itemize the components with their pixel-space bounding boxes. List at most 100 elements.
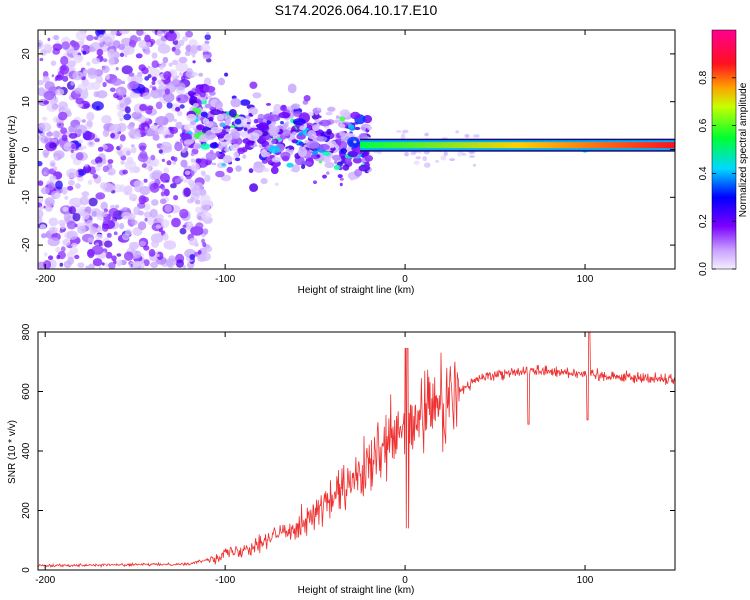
heatmap-blob [229, 108, 237, 118]
colorbar-tick-label: 0.8 [698, 70, 709, 84]
colorbar-tick-label: 0.4 [698, 166, 709, 180]
snr-panel: -200 -100 0 100 0 200 400 600 800 Height of str… [7, 323, 676, 596]
heatmap-blob [86, 67, 98, 76]
heatmap-blob [247, 132, 260, 141]
heatmap-blob [60, 127, 68, 135]
heatmap-blob [101, 65, 110, 73]
heatmap-blob [82, 50, 87, 55]
heatmap-blob [116, 253, 122, 257]
heatmap-blob [102, 165, 109, 173]
heatmap-blob [204, 174, 211, 182]
heatmap-blob [195, 222, 204, 230]
heatmap-blob [54, 155, 59, 161]
heatmap-blob [200, 143, 211, 150]
heatmap-blob [62, 238, 71, 246]
heatmap-blob [49, 175, 57, 182]
heatmap-blob [231, 130, 241, 140]
heatmap-blob [86, 82, 95, 90]
heatmap-blob [266, 103, 271, 106]
heatmap-blob [87, 179, 93, 185]
heatmap-blob [246, 122, 251, 125]
heatmap-blob [190, 158, 195, 163]
heatmap-blob [73, 54, 83, 64]
heatmap-blob [86, 219, 93, 228]
heatmap-blob [143, 259, 150, 267]
heatmap-blob [106, 232, 112, 238]
heatmap-blob [344, 157, 352, 163]
heatmap-blob [204, 34, 211, 41]
heatmap-blob [196, 253, 207, 262]
heatmap-blob [70, 81, 75, 86]
heatmap-blob [202, 228, 209, 235]
heatmap-blob [242, 154, 247, 159]
heatmap-blob [183, 178, 188, 183]
heatmap-blob [50, 60, 57, 66]
frequency-ridge [360, 138, 675, 152]
snr-y-tick-label: 400 [21, 442, 32, 459]
heatmap-blob [337, 174, 343, 179]
heatmap-blob [281, 155, 290, 162]
heatmap-blob [184, 170, 191, 176]
heatmap-blob [144, 34, 151, 43]
heatmap-blob [75, 204, 80, 208]
heatmap-blob [396, 130, 402, 133]
heatmap-blob [164, 204, 173, 213]
heatmap-blob [354, 126, 361, 131]
heatmap-blob [210, 109, 222, 116]
heatmap-blob [43, 100, 50, 105]
heatmap-blob [268, 145, 281, 154]
heatmap-blob [136, 30, 144, 36]
heatmap-blob [160, 219, 170, 229]
heatmap-blob [171, 217, 181, 228]
heatmap-blob [56, 40, 60, 44]
heatmap-blob [108, 57, 115, 66]
heatmap-blob [162, 233, 169, 241]
heatmap-blob [174, 141, 183, 152]
heatmap-blob [53, 166, 58, 171]
heatmap-blob [322, 151, 331, 157]
heatmap-blob [123, 251, 134, 261]
snr-frame [37, 331, 676, 571]
heatmap-blob [288, 147, 293, 150]
heatmap-blob [75, 97, 84, 105]
heatmap-blob [339, 177, 344, 181]
heatmap-blob [39, 206, 44, 210]
heatmap-blob [165, 258, 174, 267]
heatmap-blob [325, 111, 333, 116]
heatmap-blob [108, 262, 116, 269]
heatmap-blob [134, 250, 142, 259]
heatmap-blob [335, 115, 340, 119]
heatmap-blob [333, 164, 341, 170]
heatmap-blob [121, 211, 132, 220]
heatmap-blob [339, 109, 351, 118]
heatmap-blob [318, 143, 330, 151]
heatmap-blob [219, 151, 223, 154]
heatmap-blob [326, 128, 332, 135]
heatmap-blob [72, 70, 83, 81]
heatmap-blob [86, 120, 93, 128]
heatmap-blob [43, 90, 55, 101]
heatmap-blob [280, 121, 284, 125]
heatmap-blob [58, 101, 68, 111]
heatmap-blob [224, 133, 233, 141]
heatmap-blob [71, 242, 78, 248]
heatmap-blob [291, 103, 301, 110]
heatmap-blob [209, 142, 219, 149]
heatmap-blob [117, 88, 121, 93]
heatmap-blob [435, 159, 440, 163]
heatmap-blob [164, 135, 168, 139]
spectrogram-y-axis: -20 -10 0 10 20 [21, 48, 675, 252]
heatmap-blob [152, 92, 159, 99]
heatmap-blob [347, 150, 358, 158]
heatmap-blob [133, 180, 144, 188]
heatmap-blob [161, 158, 166, 162]
heatmap-blob [175, 121, 183, 129]
heatmap-blob [183, 124, 191, 131]
heatmap-blob [40, 136, 50, 144]
heatmap-blob [163, 167, 169, 174]
spectrogram-x-tick-label: -100 [215, 274, 235, 285]
heatmap-blob [201, 212, 212, 220]
heatmap-blob [314, 119, 321, 123]
heatmap-blob [202, 54, 210, 60]
heatmap-blob [88, 46, 96, 53]
